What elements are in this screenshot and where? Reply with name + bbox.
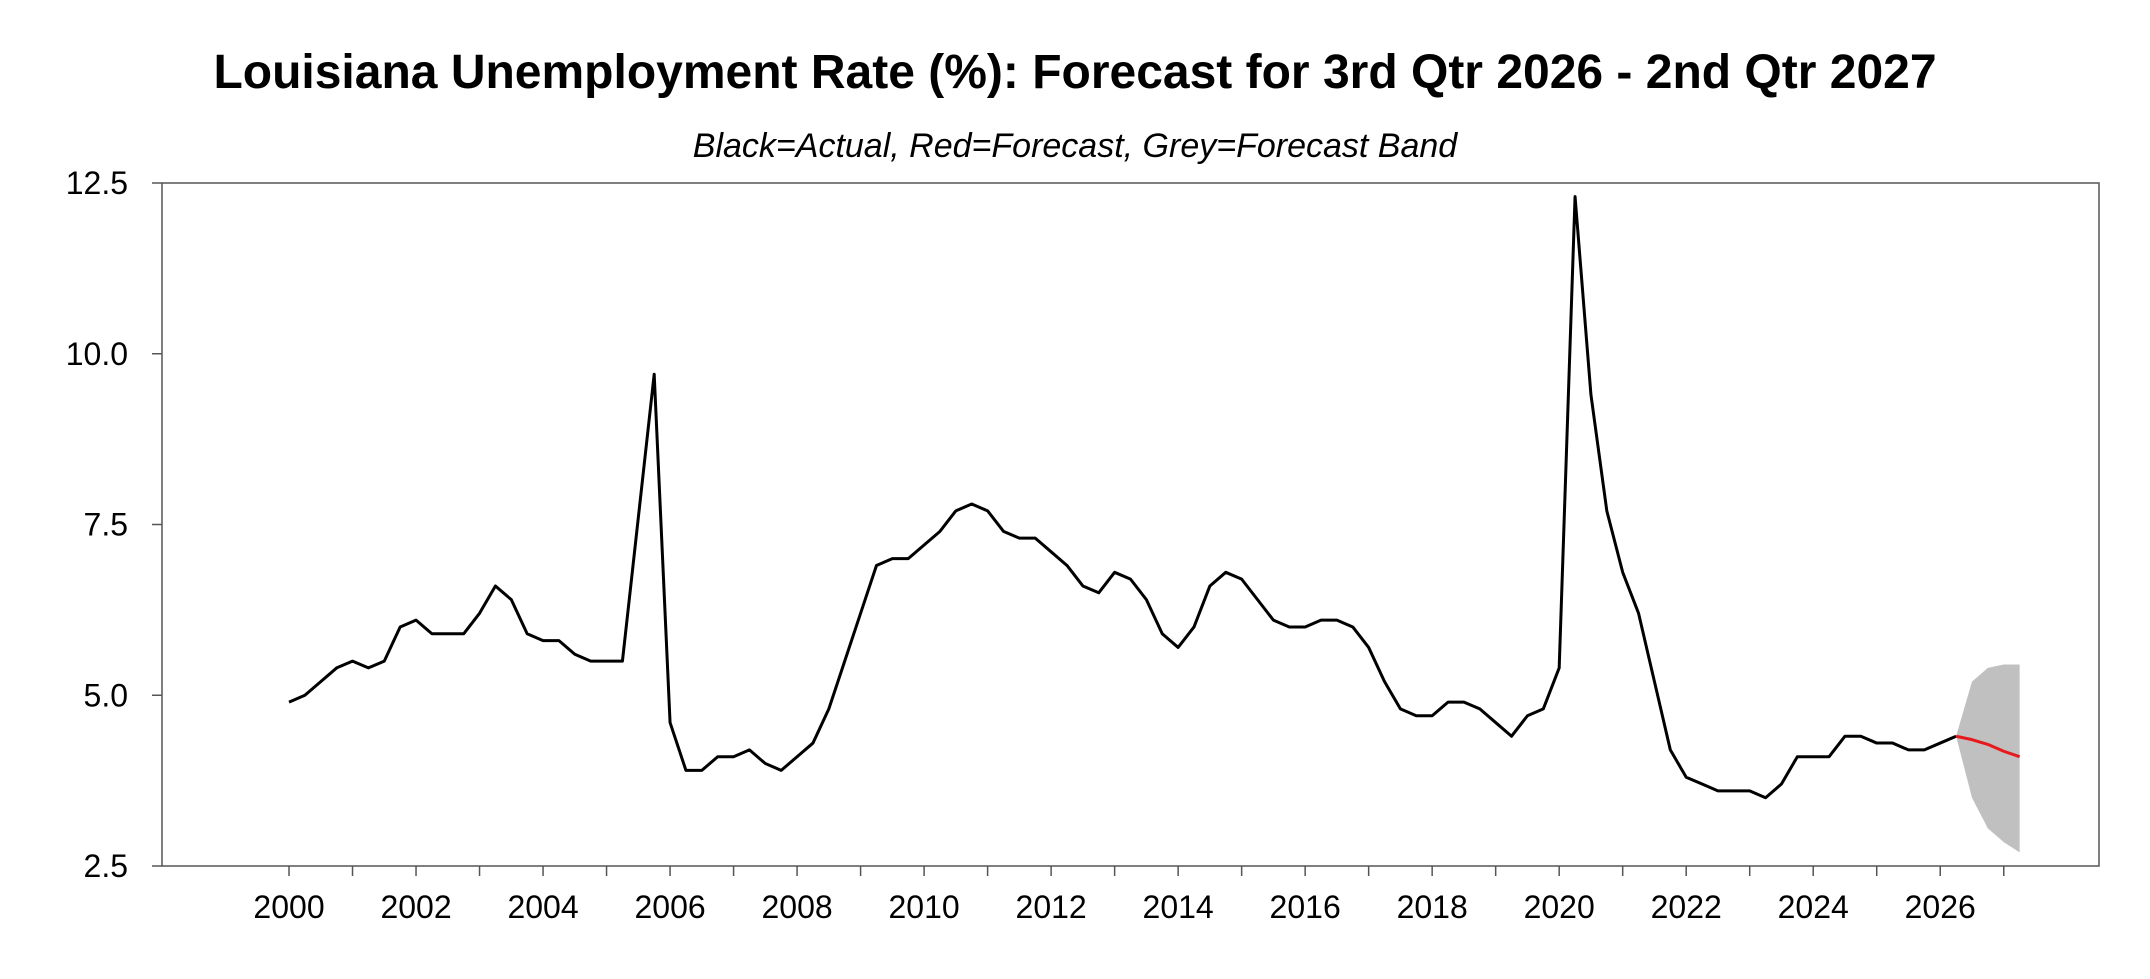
x-tick-label: 2020: [1524, 889, 1595, 925]
x-tick-label: 2018: [1397, 889, 1468, 925]
x-tick-label: 2012: [1016, 889, 1087, 925]
x-tick-label: 2026: [1905, 889, 1976, 925]
chart-subtitle: Black=Actual, Red=Forecast, Grey=Forecas…: [692, 127, 1458, 165]
x-axis: 2000 2002 2004 2006 2008 2010 2012 2014 2016 2018…: [253, 866, 2005, 925]
x-tick-label: 2006: [634, 889, 705, 925]
chart-title: Louisiana Unemployment Rate (%): Forecas…: [213, 46, 1937, 99]
forecast-series-line: [1955, 734, 2021, 759]
x-tick-label: 2000: [253, 889, 324, 925]
x-tick-label: 2024: [1778, 889, 1849, 925]
y-tick-label: 2.5: [84, 848, 128, 884]
y-tick-label: 7.5: [84, 507, 128, 543]
actual-series-line: [288, 195, 1957, 800]
y-tick-label: 10.0: [66, 336, 128, 372]
x-tick-label: 2022: [1651, 889, 1722, 925]
x-tick-label: 2016: [1270, 889, 1341, 925]
y-tick-label: 12.5: [66, 165, 128, 201]
x-tick-label: 2002: [380, 889, 451, 925]
series-line-layer: [288, 195, 2021, 800]
forecast-band-layer: [1956, 664, 2020, 853]
forecast-band: [1956, 664, 2020, 853]
x-tick-label: 2004: [507, 889, 578, 925]
x-tick-label: 2014: [1143, 889, 1214, 925]
plot-frame: [161, 182, 2100, 867]
x-tick-label: 2008: [761, 889, 832, 925]
x-tick-label: 2010: [889, 889, 960, 925]
y-axis: 2.5 5.0 7.5 10.0 12.5: [66, 165, 162, 884]
y-tick-label: 5.0: [84, 677, 128, 713]
